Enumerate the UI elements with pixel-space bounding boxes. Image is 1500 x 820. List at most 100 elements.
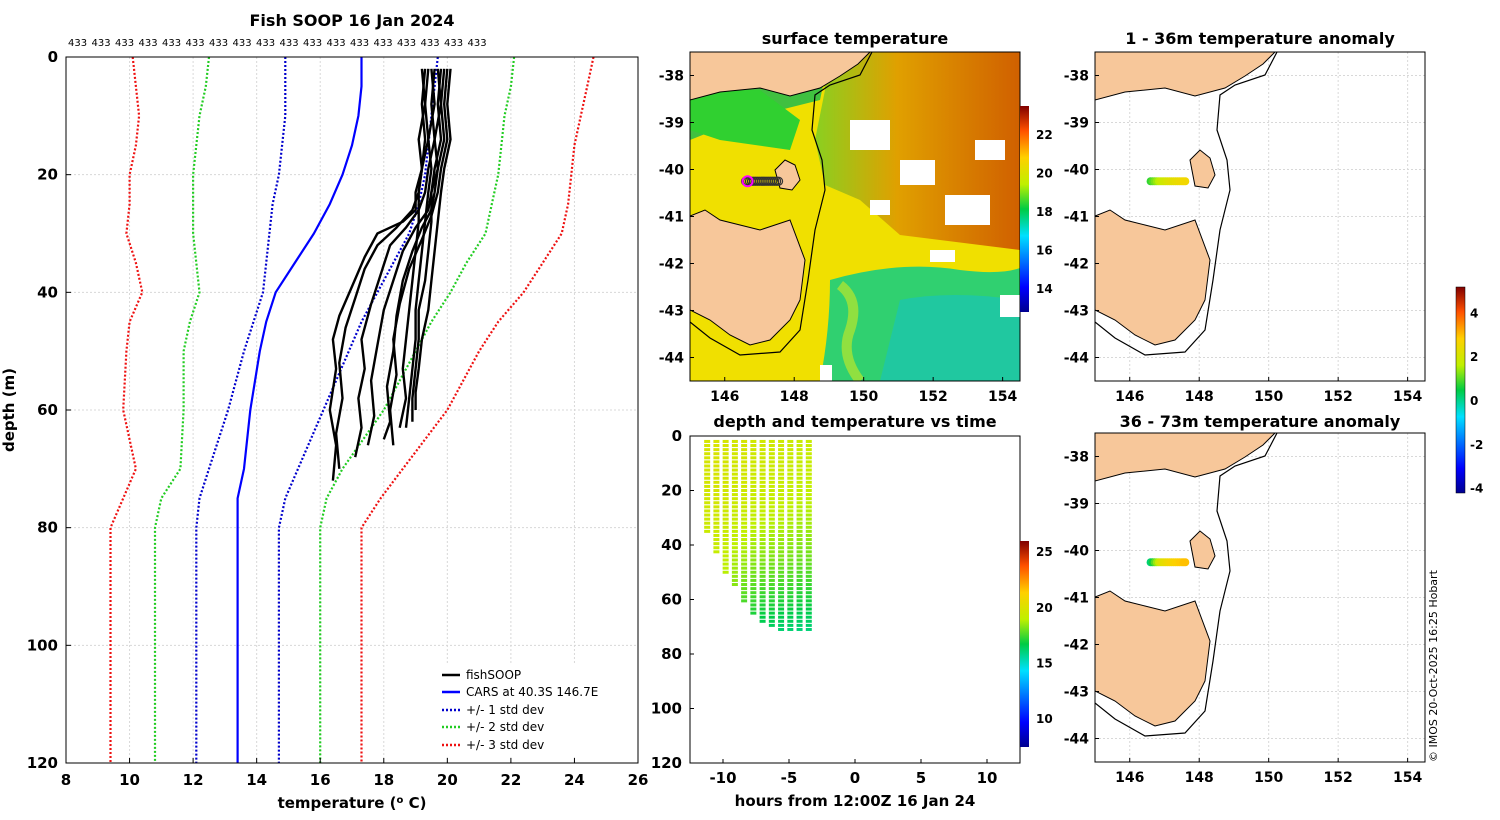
depth-time-point [805, 464, 812, 468]
depth-time-point [741, 484, 748, 488]
depth-time-point [750, 583, 757, 587]
depth-time-point [704, 484, 711, 488]
depth-time-point [731, 574, 738, 578]
sst-track-marker [773, 176, 784, 186]
depth-time-point [805, 554, 812, 558]
depth-time-point [759, 603, 766, 607]
depth-time-point [796, 570, 803, 574]
profile-ytick-label: 60 [37, 401, 58, 419]
depth-time-point [704, 439, 711, 443]
anomaly1-ytick-label: -42 [1064, 257, 1089, 273]
depth-time-ytick-label: 40 [661, 536, 682, 554]
profile-axes: 8 10 12 14 16 18 20 22 24 26 0 20 40 60 80 100 120 [27, 48, 649, 789]
anomaly1-xtick-label: 152 [1324, 389, 1353, 405]
depth-time-point [805, 489, 812, 492]
depth-time-point [741, 542, 748, 546]
depth-time-point [759, 489, 766, 492]
profile-top-label: 433 [303, 38, 322, 49]
anomaly1-points [1146, 177, 1190, 186]
depth-time-point [768, 546, 775, 550]
depth-time-point [731, 562, 738, 566]
depth-time-point [778, 456, 785, 460]
depth-time-point [768, 570, 775, 574]
depth-time-point [750, 513, 757, 517]
profile-top-label: 433 [209, 38, 228, 49]
depth-time-point [796, 501, 803, 505]
depth-time-point [796, 484, 803, 488]
depth-time-point [741, 529, 748, 533]
depth-time-point [787, 578, 794, 582]
depth-time-xtick-label: -10 [709, 769, 736, 787]
depth-time-point [731, 509, 738, 513]
depth-time-point [704, 501, 711, 505]
depth-time-point [768, 484, 775, 488]
depth-time-point [778, 513, 785, 517]
depth-time-point [759, 505, 766, 509]
depth-time-point [768, 550, 775, 554]
anomaly1-title: 1 - 36m temperature anomaly [1125, 29, 1395, 48]
depth-time-point [787, 570, 794, 574]
depth-time-point [741, 562, 748, 566]
depth-time-point [731, 472, 738, 476]
depth-time-point [741, 489, 748, 492]
depth-time-point [741, 513, 748, 517]
depth-time-point [750, 538, 757, 542]
depth-time-point [713, 513, 720, 517]
depth-time-point [750, 497, 757, 501]
anomaly1-xtick-label: 148 [1185, 389, 1214, 405]
anomaly2-map [1095, 433, 1278, 737]
depth-time-point [731, 476, 738, 480]
anomaly2-panel: 36 - 73m temperature anomaly 146 148 150 15… [1064, 412, 1426, 786]
depth-time-point [741, 583, 748, 587]
sst-ytick-label: -44 [659, 351, 685, 367]
depth-time-point [713, 439, 720, 443]
depth-time-point [704, 480, 711, 484]
depth-time-point [805, 493, 812, 497]
profile-xtick-label: 12 [183, 771, 204, 789]
depth-time-colorbar-tick-label: 10 [1036, 712, 1053, 726]
depth-time-point [787, 558, 794, 562]
depth-time-point [796, 472, 803, 476]
depth-time-point [741, 509, 748, 513]
depth-time-point [704, 529, 711, 533]
depth-time-point [805, 484, 812, 488]
anomaly2-xtick-label: 146 [1115, 770, 1144, 786]
sst-colorbar-ticks: 14 16 18 20 22 [1036, 128, 1053, 296]
depth-time-point [750, 566, 757, 570]
depth-time-point [787, 517, 794, 521]
profile-series-std1-2 [195, 57, 287, 763]
depth-time-point [796, 505, 803, 509]
depth-time-point [768, 542, 775, 546]
depth-time-point [796, 603, 803, 607]
depth-time-point [704, 493, 711, 497]
depth-time-point [722, 525, 729, 529]
depth-time-point [805, 615, 812, 619]
depth-time-point [787, 468, 794, 472]
depth-time-point [731, 501, 738, 505]
sst-ytick-label: -40 [659, 163, 685, 179]
depth-time-point [796, 583, 803, 587]
depth-time-point [750, 448, 757, 452]
anomaly-colorbar-ticks: -4 -2 0 2 4 [1470, 306, 1483, 495]
anomaly1-ytick-label: -40 [1064, 163, 1090, 179]
depth-time-point [778, 497, 785, 501]
depth-time-point [750, 452, 757, 456]
depth-time-point [704, 509, 711, 513]
depth-time-point [722, 529, 729, 533]
depth-time-point [713, 480, 720, 484]
depth-time-point [796, 615, 803, 619]
depth-time-point [778, 529, 785, 533]
depth-time-point [722, 456, 729, 460]
depth-time-point [778, 566, 785, 570]
anomaly1-xtick-label: 146 [1115, 389, 1144, 405]
depth-time-point [805, 460, 812, 464]
profile-top-label: 433 [397, 38, 416, 49]
depth-time-point [778, 460, 785, 464]
depth-time-point [750, 578, 757, 582]
legend-label-std2: +/- 2 std dev [466, 720, 544, 734]
depth-time-point [778, 505, 785, 509]
depth-time-point [722, 542, 729, 546]
profile-xtick-label: 26 [628, 771, 649, 789]
depth-time-point [750, 476, 757, 480]
depth-time-point [722, 570, 729, 574]
